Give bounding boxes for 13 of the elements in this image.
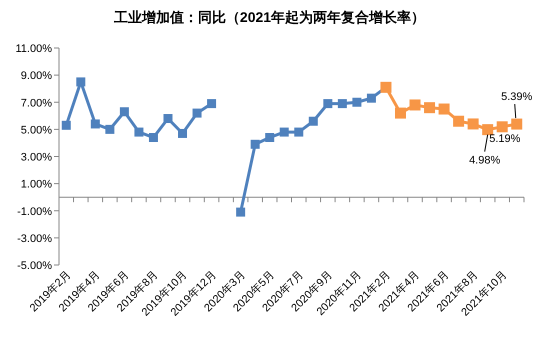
- ytick: 3.00%: [20, 152, 52, 164]
- ytick: 7.00%: [20, 97, 52, 110]
- ytick: -5.00%: [17, 260, 52, 272]
- ytick: 9.00%: [20, 70, 52, 82]
- ytick: 5.00%: [20, 124, 52, 136]
- ytick: -1.00%: [17, 206, 52, 218]
- value-label: 5.39%: [501, 91, 532, 104]
- ytick: -3.00%: [17, 232, 52, 245]
- ytick: 1.00%: [20, 178, 52, 191]
- ytick: 11.00%: [16, 43, 52, 55]
- value-label: 5.19%: [489, 132, 520, 145]
- value-label: 4.98%: [469, 154, 500, 167]
- title: 工业增加值：同比（2021年起为两年复合增长率）: [114, 9, 426, 25]
